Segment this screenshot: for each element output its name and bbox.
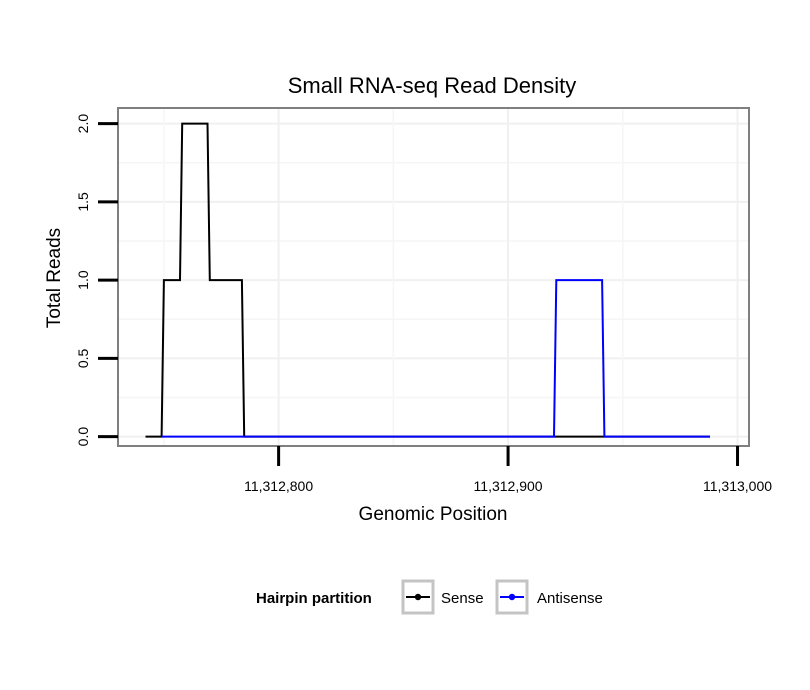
x-axis-label: Genomic Position — [359, 504, 508, 525]
series-line-sense — [145, 122, 710, 438]
x-tick-label: 11,312,800 — [244, 478, 313, 494]
grid — [118, 108, 749, 446]
legend-dot-sense — [414, 593, 422, 601]
y-axis-label: Total Reads — [44, 228, 65, 328]
legend-label-antisense: Antisense — [537, 590, 603, 607]
y-tick-label: 0.5 — [75, 348, 91, 368]
series-lines — [145, 122, 710, 438]
legend-dot-antisense — [508, 593, 516, 601]
y-tick-label: 1.0 — [75, 270, 91, 290]
legend: Hairpin partition Sense Antisense — [256, 579, 603, 615]
x-tick-label: 11,313,000 — [703, 478, 772, 494]
legend-item-antisense: Antisense — [495, 579, 603, 615]
x-axis-ticks: 11,312,800 11,312,900 11,313,000 — [244, 446, 772, 494]
plot-panel-border — [117, 107, 750, 447]
y-tick-label: 0.0 — [75, 427, 91, 447]
legend-label-sense: Sense — [441, 590, 484, 607]
legend-title: Hairpin partition — [256, 590, 372, 607]
series-line-antisense — [161, 279, 710, 438]
y-tick-label: 2.0 — [75, 114, 91, 134]
y-tick-label: 1.5 — [75, 192, 91, 212]
legend-item-sense: Sense — [401, 579, 484, 615]
y-axis-ticks: 0.0 0.5 1.0 1.5 2.0 — [75, 114, 118, 447]
x-tick-label: 11,312,900 — [474, 478, 543, 494]
chart-title: Small RNA-seq Read Density — [288, 73, 577, 98]
